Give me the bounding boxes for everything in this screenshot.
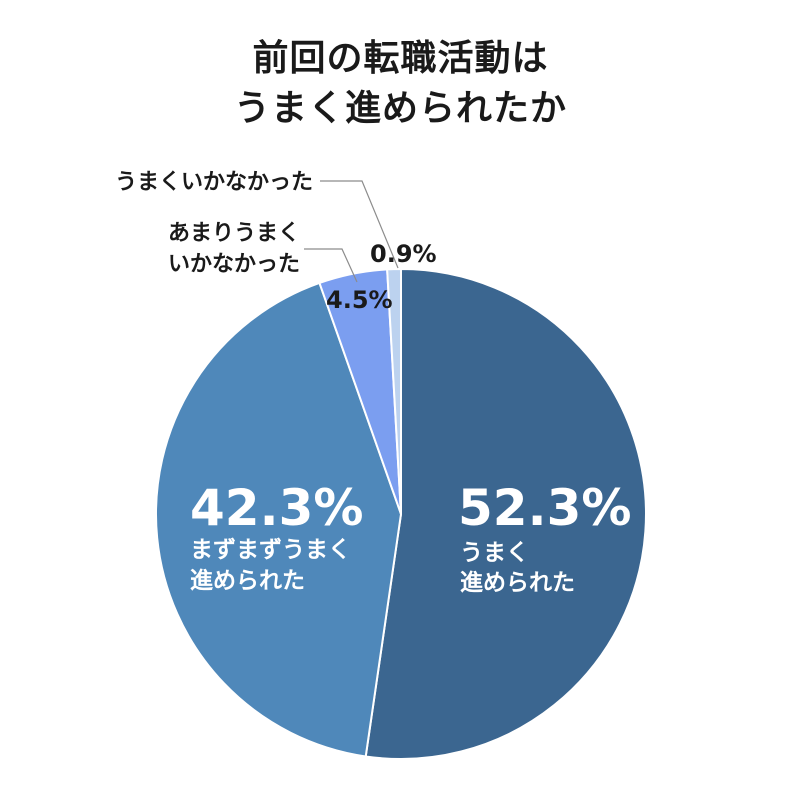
label-umaku-susumerareta-line-1: うまく xyxy=(460,540,529,566)
label-mazumazu-line-1: まずまずうまく xyxy=(190,537,351,563)
value-label-umaku-ikanakatta: 0.9% xyxy=(370,240,437,268)
slice-umaku-susumerareta xyxy=(364,267,647,760)
slice-umaku-ikanakatta xyxy=(386,267,402,515)
leader-line-amari-umaku xyxy=(304,248,358,283)
chart-title-line-1: 前回の転職活動は xyxy=(252,38,549,79)
label-amari-umaku-line-1: あまりうまく xyxy=(168,221,300,246)
chart-title: 前回の転職活動は うまく進められたか xyxy=(0,34,801,134)
value-label-mazumazu: 42.3% xyxy=(190,479,363,537)
pie-slices xyxy=(155,267,647,760)
chart-title-line-2: うまく進められたか xyxy=(233,88,567,129)
value-label-umaku-susumerareta: 52.3% xyxy=(458,479,631,537)
label-amari-umaku-line-2: いかなかった xyxy=(168,252,300,277)
value-label-amari-umaku: 4.5% xyxy=(326,286,393,314)
slice-mazumazu-umaku-susumerareta xyxy=(155,281,403,758)
label-mazumazu-line-2: 進められた xyxy=(190,568,305,594)
leader-lines xyxy=(304,180,399,283)
label-umaku-ikanakatta: うまくいかなかった xyxy=(115,170,313,195)
leader-line-umaku-ikanakatta xyxy=(320,180,399,269)
label-umaku-susumerareta-line-2: 進められた xyxy=(460,570,575,596)
